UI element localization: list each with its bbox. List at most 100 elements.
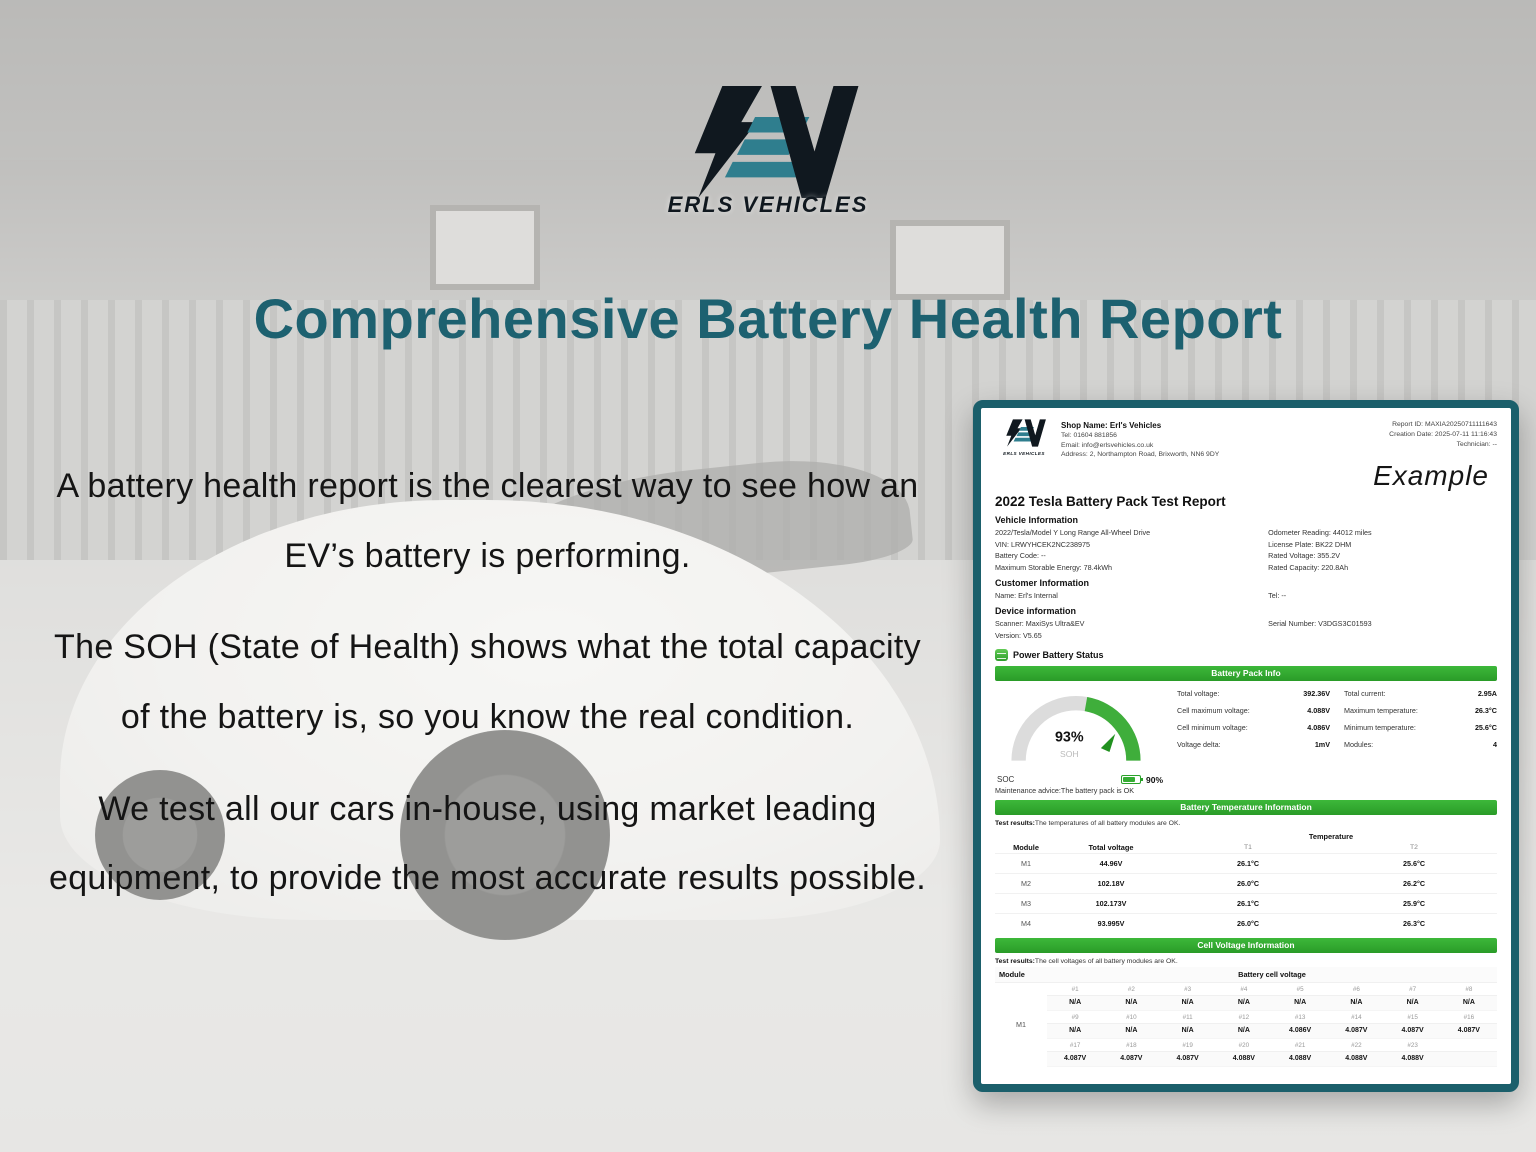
soh-gauge-block: 93% SOH SOC 90% [995,686,1163,785]
battery-report-card: ERLS VEHICLES Shop Name: Erl's Vehicles … [973,400,1519,1092]
temp-test-results: Test results:The temperatures of all bat… [995,820,1497,827]
shop-address: Address: 2, Northampton Road, Brixworth,… [1061,451,1220,459]
kv-label: Cell maximum voltage: [1177,705,1250,715]
table-row: M1 44.96V 26.1°C 25.6°C [995,852,1497,873]
test-results-text: The cell voltages of all battery modules… [1034,957,1178,965]
vehicle-info: 2022/Tesla/Model Y Long Range All-Wheel … [995,527,1497,575]
vehicle-vin: VIN: LRWYHCEK2NC238975 [995,539,1090,549]
svg-text:93%: 93% [1055,729,1084,745]
shop-tel: Tel: 01604 881856 [1061,432,1117,440]
device-info-left: Scanner: MaxiSys Ultra&EV Version: V5.65 [995,618,1258,642]
shop-name: Shop Name: Erl's Vehicles [1061,421,1162,430]
max-storable-energy: Maximum Storable Energy: 78.4kWh [995,563,1113,573]
report-logo: ERLS VEHICLES [995,418,1053,460]
license-plate: License Plate: BK22 DHM [1268,539,1352,549]
shop-email: Email: info@erlsvehicles.co.uk [1061,441,1154,449]
serial-number: Serial Number: V3DGS3C01593 [1268,619,1372,629]
cell-voltage-group-header: Battery cell voltage [1238,969,1306,979]
soc-row: SOC 90% [997,775,1163,785]
technician: Technician: -- [1456,441,1497,449]
customer-info-heading: Customer Information [995,578,1090,589]
vehicle-info-left: 2022/Tesla/Model Y Long Range All-Wheel … [995,527,1258,575]
device-info-heading: Device information [995,606,1077,617]
svg-text:SOH: SOH [1060,749,1079,759]
copy-paragraph-2: The SOH (State of Health) shows what the… [54,628,921,737]
kv-value: 4.088V [1307,705,1330,715]
kv-value: 26.3°C [1474,705,1497,715]
kv-value: 25.6°C [1474,722,1497,732]
brand-logo: ERLS VEHICLES [638,86,898,218]
report-logo-name: ERLS VEHICLES [1003,451,1045,456]
kv-value: 4.086V [1307,722,1330,732]
shop-info: Shop Name: Erl's Vehicles Tel: 01604 881… [1061,418,1381,460]
module-label: M1 [1016,1020,1026,1030]
test-results-text: The temperatures of all battery modules … [1034,819,1181,827]
creation-date: Creation Date: 2025-07-11 11:16:43 [1389,431,1497,439]
copy-paragraph-3: We test all our cars in-house, using mar… [49,789,926,898]
power-battery-status-row: Power Battery Status [995,648,1497,661]
kv-label: Maximum temperature: [1344,705,1418,715]
report-header: ERLS VEHICLES Shop Name: Erl's Vehicles … [995,418,1497,460]
cell-grid: #1 #2 #3 #4 #5 #6 #7 #8 N/A N/A N/A N/A N/A N/A N/A N/… [1047,983,1497,1067]
battery-pack-info: 93% SOH SOC 90% Total voltage: 392.36V Ce… [995,686,1497,785]
power-battery-status-label: Power Battery Status [1013,649,1104,660]
vehicle-info-heading: Vehicle Information [995,514,1079,525]
brand-name: ERLS VEHICLES [667,192,869,217]
kv-label: Cell minimum voltage: [1177,722,1248,732]
battery-pack-info-bar: Battery Pack Info [995,665,1497,681]
temperature-group-header: Temperature [1308,831,1354,841]
cell-test-results: Test results:The cell voltages of all ba… [995,958,1497,965]
pack-kv-right: Total current: 2.95A Maximum temperature:… [1344,686,1497,754]
kv-value: 4 [1493,739,1497,749]
kv-label: Modules: [1344,739,1374,749]
rated-voltage: Rated Voltage: 355.2V [1268,551,1341,561]
kv-value: 2.95A [1477,688,1497,698]
col-total-voltage: Total voltage [1088,842,1134,852]
soc-label: SOC [997,775,1015,785]
table-row: M4 93.995V 26.0°C 26.3°C [995,912,1497,933]
kv-label: Total current: [1344,688,1386,698]
kv-label: Voltage delta: [1177,739,1221,749]
cell-voltage-bar: Cell Voltage Information [995,937,1497,953]
cell-voltage-table: Module Battery cell voltage M1 #1 #2 #3 #4 #… [995,966,1497,1067]
rated-capacity: Rated Capacity: 220.8Ah [1268,563,1349,573]
kv-value: 392.36V [1303,688,1330,698]
example-watermark: Example [1373,459,1489,491]
kv-label: Minimum temperature: [1344,722,1416,732]
maintenance-advice: Maintenance advice:The battery pack is O… [995,785,1135,795]
customer-name: Name: Erl's Internal [995,591,1058,601]
pack-kv-left: Total voltage: 392.36V Cell maximum volta… [1177,686,1330,754]
table-row: M3 102.173V 26.1°C 25.9°C [995,892,1497,913]
ev-bolt-logo-icon [694,86,859,198]
page-title: Comprehensive Battery Health Report [253,287,1283,350]
report-meta: Report ID: MAXIA20250711111643 Creation … [1389,418,1497,460]
version: Version: V5.65 [995,630,1042,640]
battery-status-icon [995,648,1008,661]
vehicle-model: 2022/Tesla/Model Y Long Range All-Wheel … [995,527,1151,537]
ev-bolt-logo-icon-small [1006,419,1046,447]
vehicle-info-right: Odometer Reading: 44012 miles License Pl… [1268,527,1497,575]
battery-code: Battery Code: -- [995,551,1046,561]
report-id: Report ID: MAXIA20250711111643 [1392,421,1497,428]
soc-value: 90% [1145,774,1163,785]
odometer: Odometer Reading: 44012 miles [1268,527,1372,537]
device-info: Scanner: MaxiSys Ultra&EV Version: V5.65… [995,618,1497,642]
col-t1: T1 [1244,843,1252,851]
body-copy: A battery health report is the clearest … [35,452,940,936]
col-module: Module [999,969,1025,979]
test-results-label: Test results: [995,819,1035,827]
kv-label: Total voltage: [1177,688,1220,698]
battery-temperature-bar: Battery Temperature Information [995,799,1497,815]
battery-level-icon [1120,775,1143,785]
customer-tel: Tel: -- [1268,591,1287,601]
table-row: M2 102.18V 26.0°C 26.2°C [995,872,1497,893]
scanner: Scanner: MaxiSys Ultra&EV [995,619,1085,629]
report-title: 2022 Tesla Battery Pack Test Report [995,493,1226,509]
customer-info: Name: Erl's Internal Tel: -- [995,590,1497,602]
copy-paragraph-1: A battery health report is the clearest … [56,467,919,575]
kv-value: 1mV [1314,739,1330,749]
temperature-table: Temperature Module Total voltage T1 T2 M… [995,829,1497,933]
soh-gauge-icon: 93% SOH [1011,695,1141,761]
col-t2: T2 [1410,843,1418,851]
